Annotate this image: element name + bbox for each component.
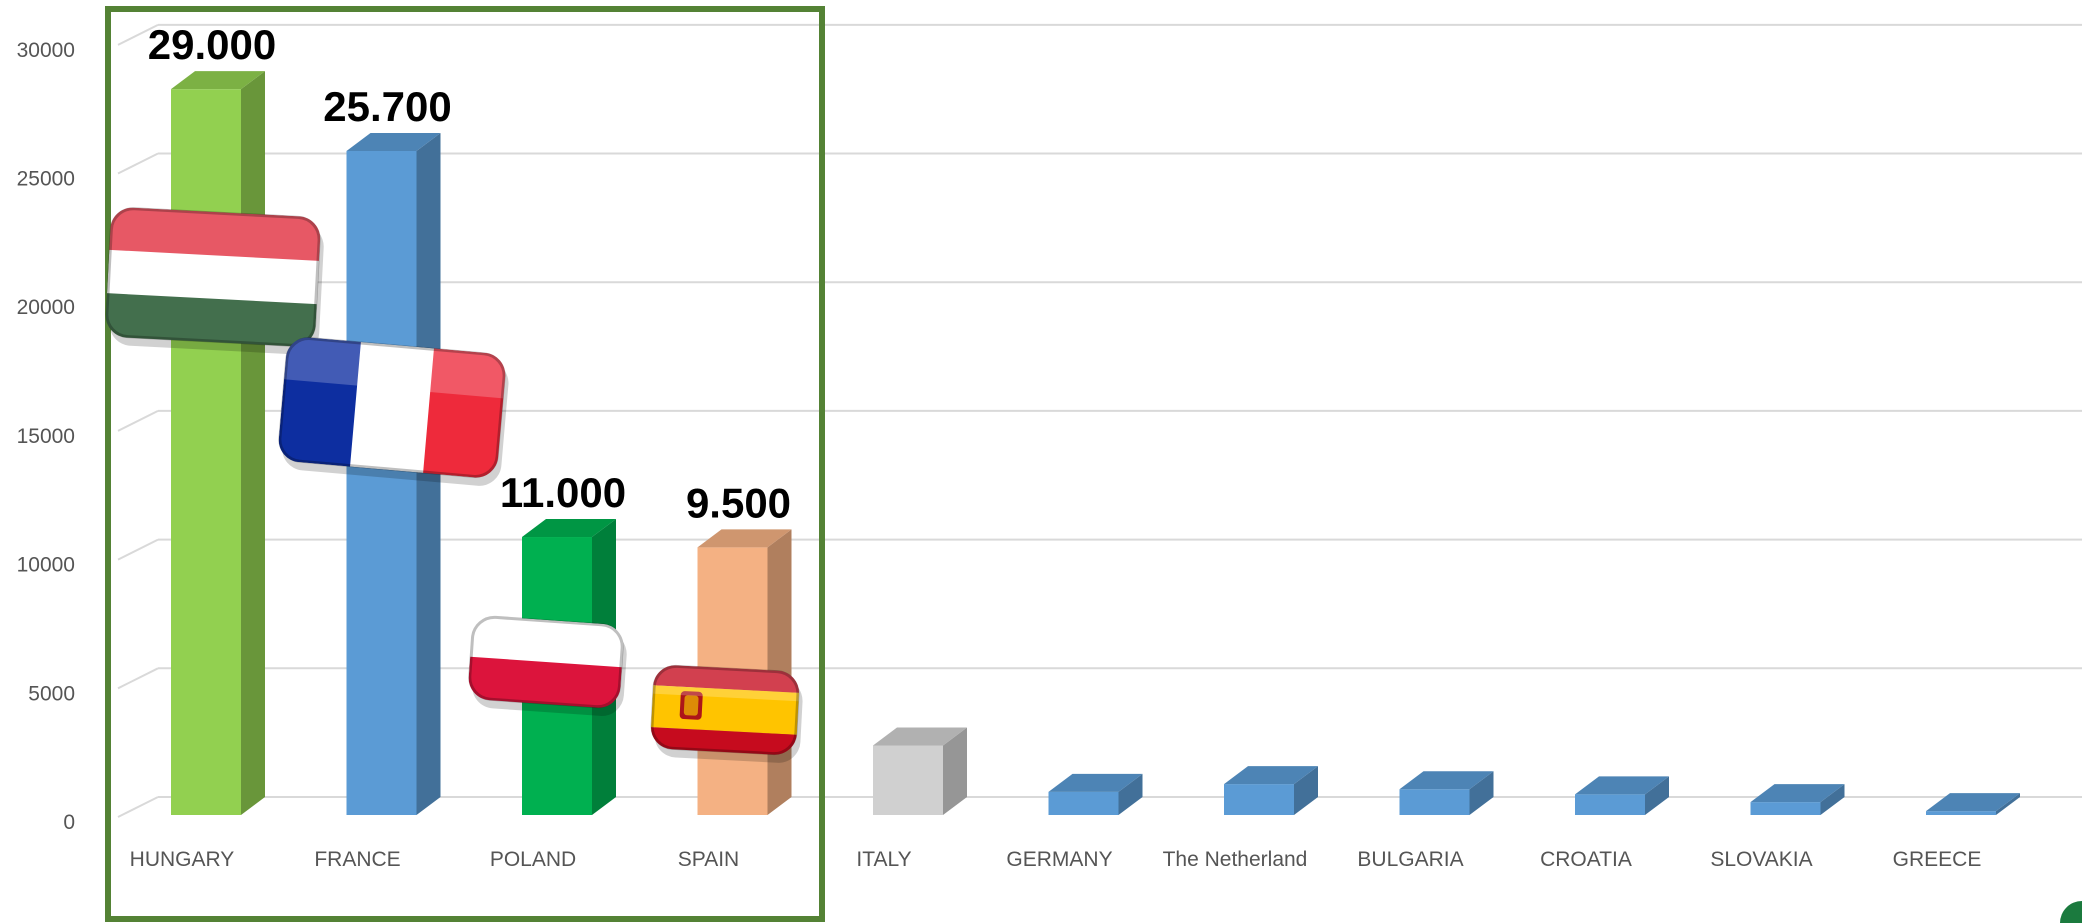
category-label: HUNGARY <box>130 848 235 871</box>
bar-front <box>1575 794 1645 815</box>
data-labels: 29.000 25.700 11.000 9.500 <box>148 21 791 526</box>
category-label: The Netherland <box>1163 848 1308 871</box>
gridline-floor <box>117 667 159 690</box>
bar-side <box>1469 771 1494 815</box>
bar-front <box>171 89 241 816</box>
bar-side <box>1118 773 1143 815</box>
category-label: FRANCE <box>314 848 400 871</box>
flags <box>104 206 803 763</box>
gridline-floor <box>117 410 159 432</box>
y-tick-label: 30000 <box>17 39 75 62</box>
bar-side <box>943 727 967 815</box>
y-tick-label: 0 <box>63 811 75 834</box>
bar-top <box>171 71 265 90</box>
data-label: 25.700 <box>323 83 451 130</box>
bar-top <box>697 529 792 548</box>
bar-front <box>1750 802 1821 815</box>
category-label: SLOVAKIA <box>1710 848 1812 871</box>
gridline-floor <box>117 152 159 175</box>
bar-top <box>1399 771 1494 790</box>
highlight-box <box>105 6 825 922</box>
hungary-flag <box>104 206 324 355</box>
bar-hungary <box>171 71 265 816</box>
bar-croatia <box>1575 776 1669 815</box>
corner-logo <box>2060 901 2082 923</box>
gridline-floor <box>117 23 159 46</box>
gridline-floor <box>117 538 159 561</box>
bar-the-netherland <box>1224 766 1318 815</box>
bar-top <box>1750 784 1845 803</box>
bar-front <box>1048 791 1119 815</box>
y-tick-label: 15000 <box>17 425 75 448</box>
bar-greece <box>1926 793 2020 815</box>
category-label: GERMANY <box>1006 848 1112 871</box>
bar-side <box>416 132 441 816</box>
bar-front <box>1399 789 1470 815</box>
bar-side <box>1996 793 2020 815</box>
bar-front <box>1224 784 1294 815</box>
gridline-floor <box>117 796 159 818</box>
category-labels: HUNGARY FRANCE POLAND SPAIN ITALY GERMANY The … <box>130 848 1982 871</box>
data-label: 9.500 <box>686 479 791 526</box>
bar-bulgaria <box>1399 771 1494 815</box>
category-label: GREECE <box>1893 848 1982 871</box>
bar-front <box>346 150 417 816</box>
bar-germany <box>1048 773 1143 815</box>
category-label: CROATIA <box>1540 848 1632 871</box>
bar-side <box>1820 784 1845 815</box>
bar-side <box>241 71 265 816</box>
bar-front <box>873 745 943 815</box>
bar-top <box>346 132 441 151</box>
y-tick-label: 25000 <box>17 168 75 191</box>
poland-flag <box>467 614 627 716</box>
bar-side <box>1645 776 1669 815</box>
category-label: ITALY <box>856 848 911 871</box>
bar-side <box>1294 766 1318 815</box>
bar-top <box>1048 773 1143 792</box>
category-label: POLAND <box>490 848 576 871</box>
y-axis-ticks: 0 5000 10000 15000 20000 25000 30000 <box>17 39 75 834</box>
spain-flag <box>649 664 803 763</box>
category-label: SPAIN <box>678 848 739 871</box>
y-tick-label: 10000 <box>17 554 75 577</box>
data-label: 29.000 <box>148 21 276 68</box>
bar-top <box>522 519 616 538</box>
bar-top <box>1926 793 2020 812</box>
category-label: BULGARIA <box>1357 848 1463 871</box>
bar-france <box>346 132 441 816</box>
y-tick-label: 5000 <box>28 682 75 705</box>
bar-italy <box>873 727 967 815</box>
bar-top <box>873 727 967 746</box>
bar-slovakia <box>1750 784 1845 815</box>
bar-top <box>1575 776 1669 795</box>
y-tick-label: 20000 <box>17 296 75 319</box>
data-label: 11.000 <box>500 469 626 516</box>
france-flag <box>276 335 509 486</box>
bar-front <box>1926 811 1996 815</box>
bar-top <box>1224 766 1318 785</box>
